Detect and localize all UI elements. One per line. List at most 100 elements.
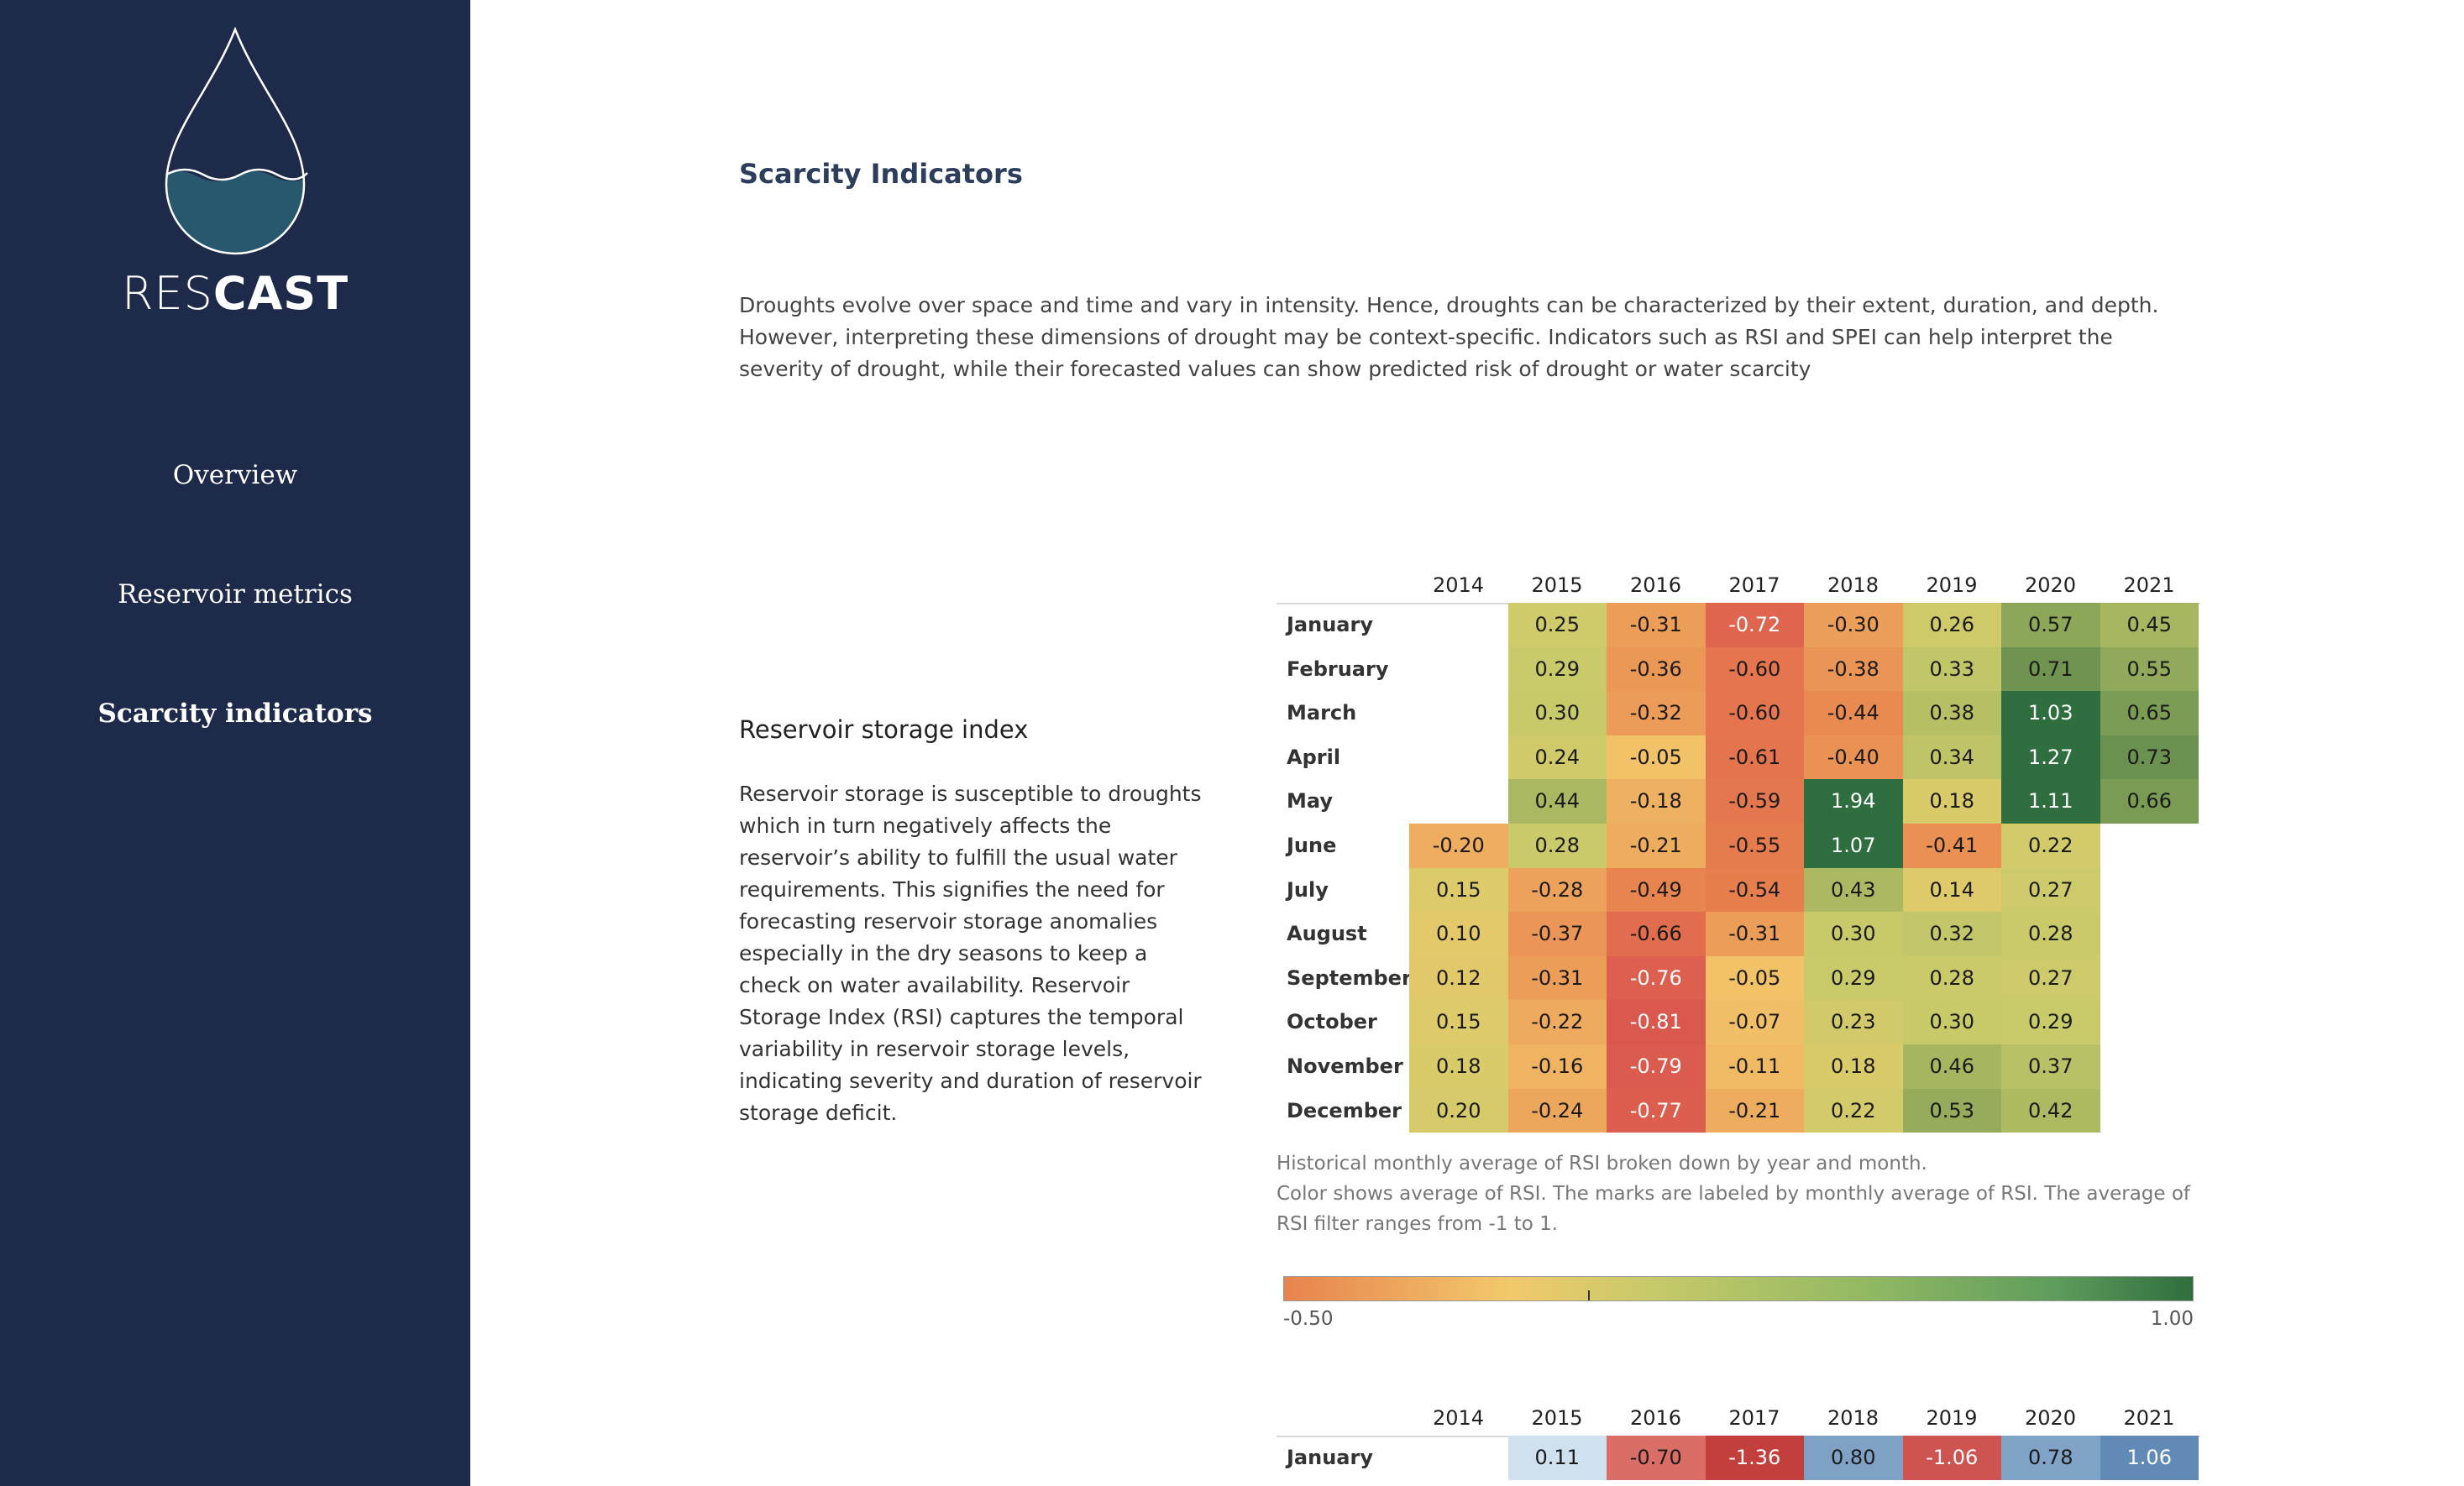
heatmap-cell[interactable]: -0.30	[1804, 603, 1903, 647]
heatmap-cell[interactable]: -0.05	[1607, 735, 1706, 780]
heatmap-cell[interactable]: 0.18	[1804, 1044, 1903, 1089]
heatmap-cell[interactable]: 0.18	[1409, 1044, 1508, 1089]
heatmap-cell[interactable]: -0.16	[1507, 1044, 1607, 1089]
heatmap-cell[interactable]: 0.66	[2100, 779, 2199, 824]
heatmap-cell[interactable]: -0.61	[1705, 735, 1804, 780]
heatmap-cell[interactable]: -0.20	[1409, 823, 1508, 868]
heatmap-cell[interactable]: -0.28	[1507, 867, 1607, 913]
heatmap-cell[interactable]: -0.05	[1705, 955, 1804, 1001]
heatmap-cell[interactable]: 0.43	[1804, 867, 1903, 913]
heatmap-cell[interactable]: 0.29	[1804, 955, 1903, 1001]
heatmap-cell[interactable]: 1.27	[2001, 735, 2100, 780]
heatmap-cell[interactable]: 0.80	[1804, 1436, 1903, 1480]
heatmap-cell[interactable]: 1.94	[1804, 779, 1903, 824]
heatmap-cell[interactable]: 0.29	[2001, 1000, 2100, 1044]
heatmap-cell[interactable]: 0.22	[2001, 823, 2100, 868]
heatmap-cell[interactable]: 0.33	[1902, 646, 2001, 692]
year-label: 2016	[1629, 573, 1682, 597]
heatmap-cell[interactable]: -0.18	[1607, 779, 1706, 824]
heatmap-cell[interactable]: 0.44	[1507, 779, 1607, 824]
heatmap-cell[interactable]: 0.22	[1804, 1088, 1903, 1133]
heatmap-cell[interactable]: -0.36	[1607, 646, 1706, 692]
year-label: 2018	[1827, 1406, 1879, 1430]
heatmap-cell[interactable]: -0.60	[1705, 646, 1804, 692]
heatmap-cell[interactable]: 1.06	[2100, 1436, 2199, 1480]
heatmap-cell[interactable]: 0.46	[1902, 1044, 2001, 1089]
heatmap-cell[interactable]: 0.26	[1902, 603, 2001, 647]
heatmap-cell[interactable]: 0.29	[1507, 646, 1607, 692]
heatmap-cell[interactable]: 0.78	[2001, 1436, 2100, 1480]
heatmap-cell[interactable]: -0.37	[1507, 912, 1607, 956]
heatmap-cell[interactable]: 0.11	[1507, 1436, 1607, 1480]
heatmap-cell[interactable]: 0.27	[2001, 867, 2100, 913]
heatmap-cell[interactable]: -0.31	[1607, 603, 1706, 647]
heatmap-cell[interactable]: 1.03	[2001, 691, 2100, 735]
heatmap-cell[interactable]: 0.30	[1507, 691, 1607, 735]
heatmap-cell[interactable]: -0.38	[1804, 646, 1903, 692]
heatmap-cell[interactable]: -0.60	[1705, 691, 1804, 735]
heatmap-cell[interactable]: -1.06	[1902, 1436, 2001, 1480]
year-label: 2016	[1629, 1406, 1682, 1430]
heatmap-cell[interactable]: 0.28	[1902, 955, 2001, 1001]
heatmap-cell[interactable]: -0.77	[1607, 1088, 1706, 1133]
nav-scarcity-indicators[interactable]: Scarcity indicators	[97, 699, 373, 729]
heatmap-cell[interactable]: -0.31	[1507, 955, 1607, 1001]
heatmap-cell[interactable]: 0.32	[1902, 912, 2001, 956]
heatmap-cell[interactable]: 0.15	[1409, 867, 1508, 913]
heatmap-cell[interactable]: 0.57	[2001, 603, 2100, 647]
heatmap-cell[interactable]: -0.81	[1607, 1000, 1706, 1044]
heatmap-cell[interactable]: 0.71	[2001, 646, 2100, 692]
heatmap-cell[interactable]: -0.55	[1705, 823, 1804, 868]
heatmap-cell[interactable]: -0.21	[1705, 1088, 1804, 1133]
heatmap-cell[interactable]: -0.41	[1902, 823, 2001, 868]
heatmap-cell[interactable]: -0.72	[1705, 603, 1804, 647]
heatmap-cell[interactable]: -0.22	[1507, 1000, 1607, 1044]
heatmap-cell[interactable]: -0.70	[1607, 1436, 1706, 1480]
heatmap-cell[interactable]: 0.25	[1507, 603, 1607, 647]
sidebar: RESCAST Overview Reservoir metrics Scarc…	[0, 0, 470, 1486]
heatmap-cell[interactable]: -0.11	[1705, 1044, 1804, 1089]
heatmap-cell[interactable]: 0.20	[1409, 1088, 1508, 1133]
heatmap-cell[interactable]: -0.59	[1705, 779, 1804, 824]
heatmap-cell[interactable]: 0.37	[2001, 1044, 2100, 1089]
heatmap-cell[interactable]: 0.18	[1902, 779, 2001, 824]
heatmap-cell[interactable]: -0.76	[1607, 955, 1706, 1001]
heatmap-cell[interactable]: -0.44	[1804, 691, 1903, 735]
heatmap-cell[interactable]: -0.24	[1507, 1088, 1607, 1133]
heatmap-cell[interactable]: 0.15	[1409, 1000, 1508, 1044]
heatmap-cell[interactable]: -0.21	[1607, 823, 1706, 868]
heatmap-cell[interactable]: -0.32	[1607, 691, 1706, 735]
heatmap-cell[interactable]: -0.40	[1804, 735, 1903, 780]
heatmap-cell[interactable]: -0.07	[1705, 1000, 1804, 1044]
heatmap-cell[interactable]: -0.49	[1607, 867, 1706, 913]
heatmap-cell[interactable]: 0.14	[1902, 867, 2001, 913]
nav-overview[interactable]: Overview	[172, 460, 298, 490]
heatmap-cell[interactable]: 0.42	[2001, 1088, 2100, 1133]
heatmap-cell[interactable]: 1.07	[1804, 823, 1903, 868]
heatmap-cell[interactable]: 0.27	[2001, 955, 2100, 1001]
heatmap-cell[interactable]: 0.10	[1409, 912, 1508, 956]
heatmap-cell[interactable]: -0.54	[1705, 867, 1804, 913]
heatmap-cell[interactable]: 0.65	[2100, 691, 2199, 735]
heatmap-cell[interactable]: 0.34	[1902, 735, 2001, 780]
heatmap-cell[interactable]: 0.38	[1902, 691, 2001, 735]
heatmap-cell[interactable]: 0.23	[1804, 1000, 1903, 1044]
heatmap-cell[interactable]: 0.30	[1902, 1000, 2001, 1044]
heatmap-cell[interactable]: 0.12	[1409, 955, 1508, 1001]
water-drop-logo-icon	[165, 26, 308, 255]
heatmap-cell[interactable]: -0.31	[1705, 912, 1804, 956]
heatmap-cell[interactable]: -0.79	[1607, 1044, 1706, 1089]
year-label: 2014	[1432, 1406, 1485, 1430]
heatmap-cell[interactable]: 0.55	[2100, 646, 2199, 692]
heatmap-cell[interactable]: 0.30	[1804, 912, 1903, 956]
heatmap-cell[interactable]: 0.28	[1507, 823, 1607, 868]
heatmap-cell[interactable]: 1.11	[2001, 779, 2100, 824]
heatmap-cell[interactable]: -0.66	[1607, 912, 1706, 956]
heatmap-cell[interactable]: 0.53	[1902, 1088, 2001, 1133]
heatmap-cell[interactable]: 0.45	[2100, 603, 2199, 647]
heatmap-cell[interactable]: 0.73	[2100, 735, 2199, 780]
heatmap-cell[interactable]: -1.36	[1705, 1436, 1804, 1480]
heatmap-cell[interactable]: 0.24	[1507, 735, 1607, 780]
nav-reservoir-metrics[interactable]: Reservoir metrics	[118, 579, 353, 610]
heatmap-cell[interactable]: 0.28	[2001, 912, 2100, 956]
